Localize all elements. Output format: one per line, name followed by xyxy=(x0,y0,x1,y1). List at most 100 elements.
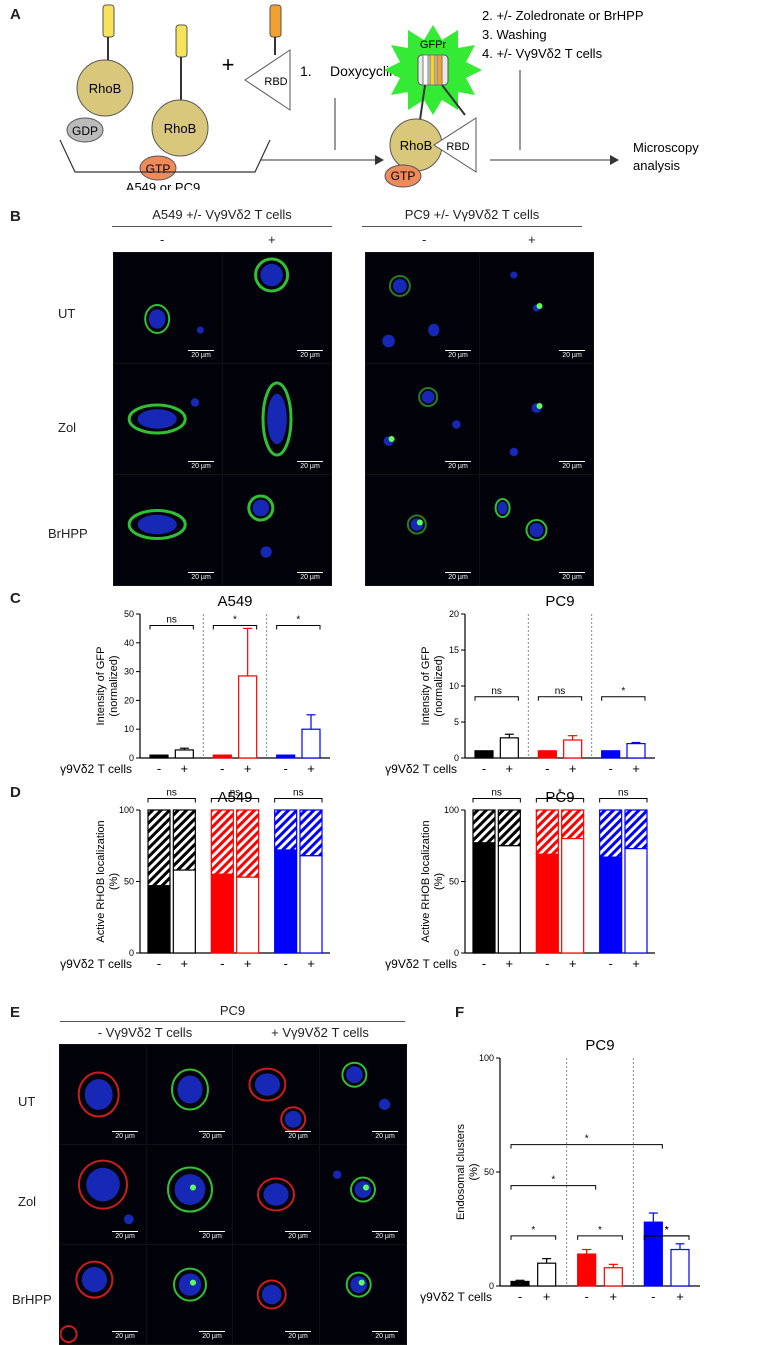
significance-label: ns xyxy=(230,788,241,799)
y-tick-label: 50 xyxy=(484,1167,494,1177)
x-tick-label: - xyxy=(651,1289,655,1304)
chart-d-pc9: PC9 0 50 100 Active RHOB localization(%) - + - +… xyxy=(385,788,655,971)
x-tick-label: + xyxy=(181,956,189,971)
significance-label: ns xyxy=(491,686,502,697)
gfpr-label: GFPr xyxy=(420,39,447,51)
bar xyxy=(301,728,321,759)
step4: 4. +/- Vγ9Vδ2 T cells xyxy=(482,46,603,61)
x-axis-label: Vγ9Vδ2 T cells xyxy=(385,762,457,776)
significance-bracket xyxy=(147,798,196,803)
scale-bar-label: 20 µm xyxy=(110,1131,140,1140)
bar xyxy=(577,1253,597,1287)
bar-hatched-segment xyxy=(624,809,648,850)
significance-bracket xyxy=(510,1185,597,1190)
y-tick-label: 5 xyxy=(454,717,459,727)
y-tick-label: 0 xyxy=(454,948,459,958)
significance-bracket xyxy=(212,625,258,630)
y-axis-label: Intensity of GFP(normalized) xyxy=(95,647,120,726)
significance-label: ns xyxy=(555,686,566,697)
significance-bracket xyxy=(510,1235,557,1240)
b-group-left-rule xyxy=(112,226,332,227)
e-micrograph-zol-0: 20 µm xyxy=(59,1144,147,1245)
bar-hatched-segment xyxy=(497,809,521,847)
x-axis-label: Vγ9Vδ2 T cells xyxy=(60,957,132,971)
bar xyxy=(499,737,519,759)
significance-bracket xyxy=(537,696,583,701)
bar-hatched-segment xyxy=(472,809,496,844)
analysis-line2: analysis xyxy=(633,158,680,173)
b-row-label-ut: UT xyxy=(58,306,76,321)
bar xyxy=(276,754,296,759)
scale-bar-label: 20 µm xyxy=(370,1331,400,1340)
scale-bar-label: 20 µm xyxy=(197,1131,227,1140)
bar xyxy=(624,848,648,954)
y-tick-label: 20 xyxy=(124,695,134,705)
chart-f-pc9: PC9 0 50 100 Endosomal clusters(%) - + - + - + Vγ9V… xyxy=(420,1037,700,1304)
x-tick-label: - xyxy=(220,761,224,776)
scale-bar-label: 20 µm xyxy=(443,350,473,359)
step3: 3. Washing xyxy=(482,27,547,42)
b-plus-right: + xyxy=(528,232,536,247)
x-axis-label: Vγ9Vδ2 T cells xyxy=(60,762,132,776)
x-tick-label: - xyxy=(283,761,287,776)
bar-hatched-segment xyxy=(599,809,623,858)
chart-title: PC9 xyxy=(585,1037,614,1054)
y-tick-label: 15 xyxy=(449,645,459,655)
e-group-right-label: + Vγ9Vδ2 T cells xyxy=(271,1025,369,1040)
scale-bar-label: 20 µm xyxy=(110,1331,140,1340)
significance-bracket xyxy=(599,798,648,803)
y-axis-label: Active RHOB localization(%) xyxy=(420,820,445,942)
scale-bar-label: 20 µm xyxy=(186,572,216,581)
scale-bar-label: 20 µm xyxy=(295,350,325,359)
bar xyxy=(210,873,234,954)
scale-bar-label: 20 µm xyxy=(197,1331,227,1340)
significance-label: * xyxy=(665,1225,669,1236)
panel-label-e: E xyxy=(10,1004,21,1021)
chart-title: PC9 xyxy=(545,789,574,806)
e-micrograph-brhpp-1: 20 µm xyxy=(146,1244,234,1345)
bar-hatched-segment xyxy=(535,809,559,855)
significance-label: * xyxy=(551,1175,555,1186)
bar-hatched-segment xyxy=(172,809,196,871)
b-minus-left: - xyxy=(160,232,165,247)
b-micrograph-zol-2: 20 µm xyxy=(365,363,480,475)
bar xyxy=(474,750,494,759)
x-tick-label: - xyxy=(608,956,612,971)
bar-hatched-segment xyxy=(299,809,323,857)
gtp-label: GTP xyxy=(391,169,416,183)
rhob-label: RhoB xyxy=(400,138,433,153)
x-tick-label: + xyxy=(569,761,577,776)
bar xyxy=(472,842,496,954)
b-micrograph-ut-1: 20 µm xyxy=(222,252,332,364)
b-micrograph-zol-1: 20 µm xyxy=(222,363,332,475)
rbd-triangle xyxy=(244,49,291,111)
b-micrograph-zol-3: 20 µm xyxy=(479,363,594,475)
cells-label: A549 or PC9 xyxy=(126,180,200,190)
step1-text: Doxycycline xyxy=(330,63,405,79)
panel-label-f: F xyxy=(455,1004,465,1021)
bar xyxy=(274,849,298,954)
scale-bar-label: 20 µm xyxy=(370,1131,400,1140)
rhob-gtp-protein xyxy=(151,99,209,157)
significance-label: * xyxy=(621,686,625,697)
y-tick-label: 0 xyxy=(489,1281,494,1291)
b-group-right-label: PC9 +/- Vγ9Vδ2 T cells xyxy=(404,207,540,222)
bar xyxy=(172,869,196,954)
rhob-label: RhoB xyxy=(164,121,197,136)
e-title: PC9 xyxy=(219,1003,246,1018)
y-tick-label: 50 xyxy=(449,877,459,887)
x-tick-label: - xyxy=(482,956,486,971)
scale-bar-label: 20 µm xyxy=(370,1231,400,1240)
scale-bar-label: 20 µm xyxy=(295,572,325,581)
bar xyxy=(561,837,585,954)
bar xyxy=(510,1280,530,1287)
significance-label: ns xyxy=(166,788,177,799)
bar xyxy=(497,845,521,954)
scale-bar-label: 20 µm xyxy=(186,461,216,470)
chart-c-pc9: PC9 0 5 10 15 20 Intensity of GFP(normalized) -… xyxy=(385,593,655,776)
bar-hatched-segment xyxy=(236,809,260,878)
x-tick-label: + xyxy=(632,761,640,776)
bar xyxy=(603,1267,623,1287)
b-minus-right: - xyxy=(422,232,427,247)
bar xyxy=(670,1248,690,1287)
